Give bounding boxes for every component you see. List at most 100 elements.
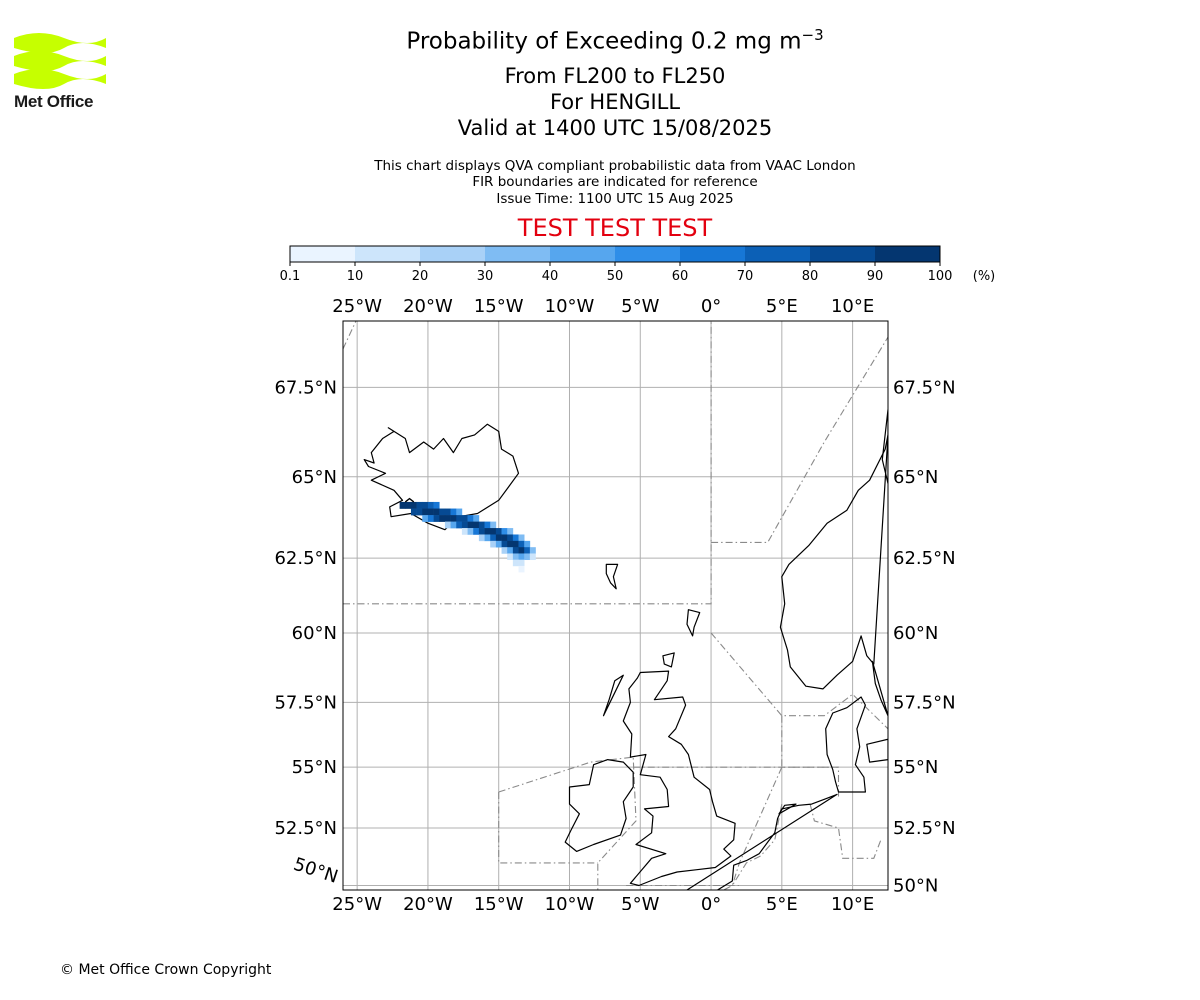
plume-cell (484, 534, 491, 542)
lon-label-top: 10°E (831, 296, 874, 317)
lat-label-left: 52.5°N (274, 818, 337, 839)
lon-label-bottom: 15°W (474, 894, 524, 910)
plume-cell (439, 508, 446, 516)
colorbar-segment (485, 246, 551, 262)
colorbar-segment (420, 246, 486, 262)
plume-cell (490, 521, 497, 529)
plume-cell (416, 501, 423, 509)
plume-cell (524, 547, 531, 554)
plume-cell (507, 534, 514, 542)
lon-label-top: 25°W (332, 296, 382, 317)
plume-cell (529, 553, 536, 561)
info-line-2: FIR boundaries are indicated for referen… (472, 174, 758, 190)
plume-cell (405, 501, 412, 509)
lat-label-right: 60°N (893, 623, 938, 644)
colorbar-tick-label: 70 (737, 269, 754, 284)
plume-cell (467, 528, 474, 535)
plume-cell (422, 508, 429, 516)
volcano-subtitle: For HENGILL (549, 90, 681, 114)
fir-boundary (710, 632, 888, 730)
plume-cell (512, 559, 519, 567)
title-exponent: −3 (801, 26, 824, 44)
coast-hebrides (602, 674, 624, 717)
test-banner: TEST TEST TEST (517, 214, 713, 242)
lat-label-right: 62.5°N (893, 548, 956, 569)
lon-label-bottom: 10°E (831, 894, 874, 910)
plume-cell (518, 534, 525, 542)
map-frame (342, 320, 889, 891)
plume-cell (422, 515, 429, 522)
logo-text: Met Office (14, 92, 94, 111)
fir-boundary (722, 766, 783, 890)
plume-cell (507, 540, 514, 548)
plume-cell (490, 534, 497, 542)
plume-cell (512, 553, 519, 561)
met-office-logo-icon (14, 33, 106, 89)
copyright-text: © Met Office Crown Copyright (60, 962, 272, 978)
plume-cell (456, 508, 463, 516)
lat-label-right: 52.5°N (893, 818, 956, 839)
lon-label-top: 15°W (474, 296, 524, 317)
lat-label-right: 55°N (893, 757, 938, 778)
flight-level-subtitle: From FL200 to FL250 (504, 64, 726, 88)
colorbar-tick-label: 60 (672, 269, 689, 284)
plume-cell (501, 534, 508, 542)
lat-label-right: 50°N (893, 876, 938, 897)
fir-boundary (343, 321, 357, 350)
colorbar-tick-label: 10 (347, 269, 364, 284)
plume-cell (456, 515, 463, 522)
coast-orkney (662, 652, 675, 668)
plume-cell (507, 547, 514, 554)
lat-label-left: 62.5°N (274, 548, 337, 569)
plume-cell (495, 534, 502, 542)
plume-cell (427, 501, 434, 509)
plume-cell (433, 515, 440, 522)
lat-label-left: 57.5°N (274, 692, 337, 713)
coast-netherlands-belgium (686, 793, 838, 890)
lon-label-top: 0° (701, 296, 721, 317)
plume-cell (501, 547, 508, 554)
plume-cell (461, 515, 468, 522)
plume-cell (512, 547, 519, 554)
coast-zealand (866, 738, 888, 763)
plume-cell (410, 508, 417, 516)
plume-cell (444, 508, 451, 516)
lon-label-bottom: 5°W (621, 894, 659, 910)
plume-cell (433, 501, 440, 509)
lon-label-bottom: 10°W (545, 894, 595, 910)
plume-cell (456, 521, 463, 529)
plume-cell (484, 528, 491, 535)
plume-cell (518, 540, 525, 548)
lat-label-left: 55°N (292, 757, 337, 778)
lon-label-top: 5°W (621, 296, 659, 317)
fir-boundary (781, 715, 840, 800)
colorbar-tick-label: 40 (542, 269, 559, 284)
lat-label-right: 67.5°N (893, 377, 956, 398)
fir-boundary (343, 321, 712, 605)
plume-cell (478, 534, 485, 542)
plume-cell (501, 528, 508, 535)
plume-cell (410, 501, 417, 509)
plume-cell (461, 521, 468, 529)
coast-faroes (605, 563, 619, 590)
lat-label-left: 67.5°N (274, 377, 337, 398)
info-line-1: This chart displays QVA compliant probab… (374, 158, 856, 174)
plume-cell (490, 528, 497, 535)
plume-cell (473, 528, 480, 535)
colorbar-tick-label: 0.1 (280, 269, 301, 284)
plume-cell (422, 501, 429, 509)
plume-cell (524, 553, 531, 561)
fir-boundary (809, 803, 882, 859)
coast-frisian (778, 803, 797, 815)
plume-cell (518, 553, 525, 561)
lon-label-bottom: 25°W (332, 894, 382, 910)
plume-cell (490, 540, 497, 548)
colorbar-segment (615, 246, 681, 262)
plume-cell (450, 521, 457, 529)
title-text: Probability of Exceeding 0.2 mg m (406, 28, 802, 55)
plume-cell (427, 508, 434, 516)
colorbar-tick-label: 80 (802, 269, 819, 284)
plume-cell (450, 508, 457, 516)
lon-label-bottom: 20°W (403, 894, 453, 910)
map-content (343, 321, 888, 890)
